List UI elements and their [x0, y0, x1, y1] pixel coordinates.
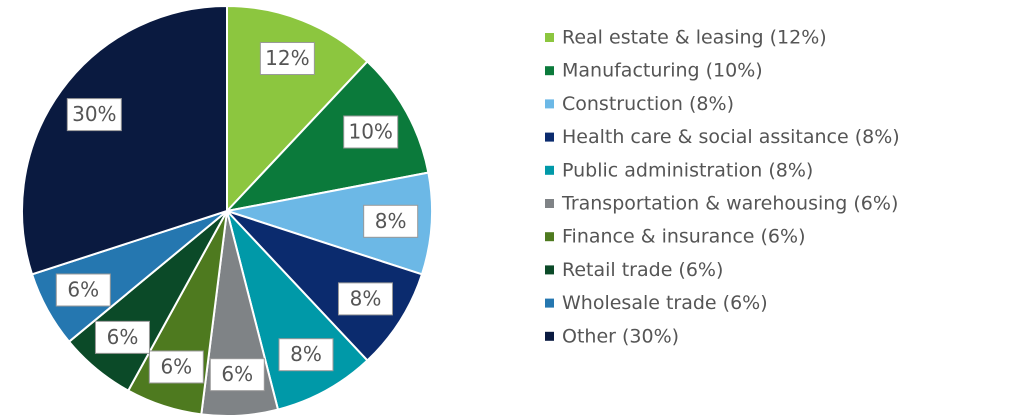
legend-marker [545, 33, 554, 42]
data-label: 6% [67, 278, 99, 302]
data-label-box [343, 115, 399, 149]
legend-label: Retail trade (6%) [562, 259, 723, 281]
data-label-box [66, 98, 122, 132]
legend-marker [545, 199, 554, 208]
legend-marker [545, 99, 554, 109]
legend-marker [545, 265, 554, 275]
data-label-box [209, 358, 265, 392]
legend-marker [545, 331, 554, 341]
data-label: 6% [107, 325, 139, 349]
data-label: 30% [72, 102, 116, 126]
legend-label: Transportation & warehousing (6%) [561, 193, 898, 215]
legend-label: Health care & social assitance (8%) [562, 126, 900, 148]
data-label: 6% [160, 354, 192, 378]
legend-label: Manufacturing (10%) [562, 60, 763, 82]
legend-label: Public administration (8%) [562, 159, 813, 181]
data-label: 10% [348, 119, 392, 143]
legend-marker [545, 66, 554, 76]
data-label-box [148, 350, 204, 384]
legend-marker [545, 232, 554, 242]
legend-label: Wholesale trade (6%) [562, 292, 768, 314]
data-label: 8% [375, 209, 407, 233]
data-label-box [94, 320, 150, 354]
legend-label: Construction (8%) [562, 93, 734, 115]
pie-slice [224, 60, 430, 213]
pie-slice [226, 210, 424, 362]
data-label-box [55, 273, 111, 307]
legend-label: Other (30%) [562, 325, 679, 347]
data-label: 6% [221, 362, 253, 386]
data-label: 12% [265, 46, 309, 70]
data-label-box [259, 42, 315, 76]
data-label-box [363, 204, 419, 238]
legend-marker [545, 165, 554, 175]
data-label: 8% [350, 286, 382, 310]
data-label-box [337, 282, 393, 316]
data-label: 8% [290, 342, 322, 366]
legend-marker [545, 298, 554, 308]
data-label-box [278, 338, 334, 372]
legend-label: Real estate & leasing (12%) [562, 27, 827, 49]
legend-marker [545, 132, 554, 142]
pie-slice [226, 171, 433, 276]
legend-label: Finance & insurance (6%) [562, 226, 805, 248]
pie-slice [21, 4, 228, 276]
